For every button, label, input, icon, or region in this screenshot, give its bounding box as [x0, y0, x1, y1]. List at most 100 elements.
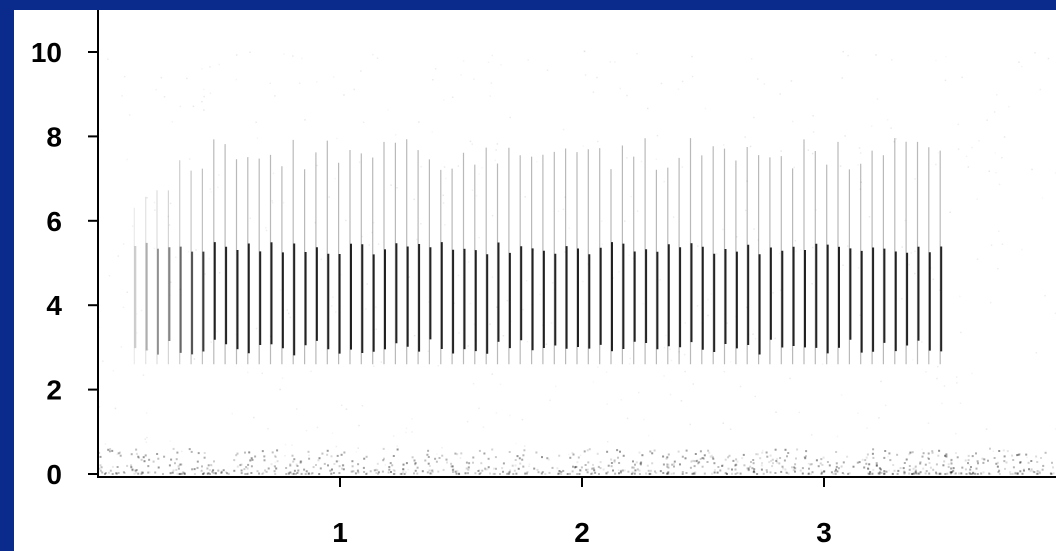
noise-speck — [192, 105, 195, 108]
noise-speck — [778, 252, 781, 255]
noise-speck — [174, 462, 176, 465]
noise-speck — [265, 227, 267, 229]
noise-speck — [318, 473, 321, 475]
noise-speck — [536, 468, 539, 471]
noise-speck — [294, 473, 297, 475]
noise-speck — [828, 464, 831, 467]
noise-speck — [576, 473, 579, 475]
noise-speck — [208, 469, 211, 472]
noise-speck — [619, 450, 621, 453]
noise-speck — [665, 335, 667, 337]
noise-speck — [598, 473, 600, 475]
noise-speck — [271, 200, 273, 202]
noise-speck — [955, 432, 957, 435]
noise-speck — [667, 453, 670, 456]
noise-speck — [956, 456, 959, 459]
noise-speck — [903, 472, 906, 475]
noise-speck — [835, 451, 838, 453]
noise-speck — [693, 460, 696, 463]
noise-speck — [281, 377, 284, 379]
noise-speck — [866, 453, 869, 456]
noise-speck — [372, 53, 374, 56]
noise-speck — [287, 471, 290, 474]
noise-speck — [188, 158, 191, 160]
noise-speck — [249, 217, 251, 219]
noise-speck — [163, 455, 166, 458]
noise-speck — [684, 370, 686, 373]
noise-speck — [1030, 468, 1033, 471]
noise-speck — [123, 472, 126, 474]
noise-speck — [101, 471, 104, 474]
noise-speck — [441, 454, 444, 457]
noise-speck — [931, 451, 934, 454]
noise-speck — [677, 450, 680, 453]
noise-speck — [1035, 472, 1038, 475]
noise-speck — [537, 471, 540, 474]
noise-speck — [762, 449, 764, 452]
noise-speck — [795, 250, 797, 252]
noise-speck — [732, 459, 735, 462]
noise-speck — [1003, 455, 1006, 458]
noise-speck — [736, 236, 738, 238]
noise-speck — [383, 457, 385, 460]
noise-speck — [875, 465, 878, 467]
noise-speck — [1050, 472, 1053, 475]
noise-speck — [610, 465, 613, 468]
noise-speck — [649, 469, 652, 472]
noise-speck — [925, 371, 927, 373]
noise-speck — [633, 466, 635, 469]
noise-speck — [884, 404, 887, 407]
plot-panel: 12340246810 — [14, 10, 1056, 551]
noise-speck — [996, 465, 999, 468]
noise-speck — [757, 239, 759, 241]
noise-speck — [1018, 61, 1020, 63]
noise-speck — [782, 467, 785, 470]
noise-speck — [950, 467, 953, 470]
noise-speck — [491, 373, 493, 375]
noise-speck — [143, 460, 146, 463]
noise-speck — [551, 466, 554, 469]
noise-speck — [975, 467, 978, 470]
noise-speck — [522, 308, 524, 311]
noise-speck — [791, 120, 794, 123]
noise-speck — [218, 174, 220, 176]
noise-speck — [462, 60, 465, 62]
noise-speck — [865, 456, 868, 459]
noise-speck — [212, 472, 215, 475]
noise-speck — [147, 465, 150, 468]
noise-speck — [102, 360, 104, 362]
noise-speck — [747, 469, 750, 472]
noise-speck — [540, 472, 543, 475]
noise-speck — [327, 464, 329, 467]
noise-speck — [1037, 472, 1040, 475]
noise-speck — [482, 426, 485, 428]
noise-speck — [469, 302, 472, 305]
noise-speck — [880, 380, 882, 383]
noise-speck — [638, 469, 641, 472]
noise-speck — [810, 434, 813, 436]
noise-speck — [684, 322, 686, 324]
noise-speck — [654, 470, 656, 473]
noise-speck — [847, 245, 849, 247]
noise-speck — [902, 467, 905, 470]
noise-speck — [170, 281, 172, 283]
noise-speck — [790, 349, 792, 351]
noise-speck — [492, 472, 495, 475]
noise-speck — [261, 372, 264, 375]
noise-speck — [666, 463, 669, 466]
noise-speck — [811, 283, 813, 285]
noise-speck — [776, 457, 779, 460]
noise-speck — [602, 468, 605, 471]
noise-speck — [526, 471, 529, 473]
noise-speck — [239, 464, 242, 467]
noise-speck — [883, 471, 885, 474]
noise-speck — [954, 452, 957, 455]
noise-speck — [808, 467, 810, 470]
noise-speck — [483, 452, 486, 455]
noise-speck — [761, 462, 763, 465]
noise-speck — [1039, 88, 1042, 91]
noise-speck — [643, 418, 645, 421]
noise-speck — [875, 462, 878, 465]
noise-speck — [1017, 453, 1020, 456]
noise-speck — [445, 177, 447, 180]
